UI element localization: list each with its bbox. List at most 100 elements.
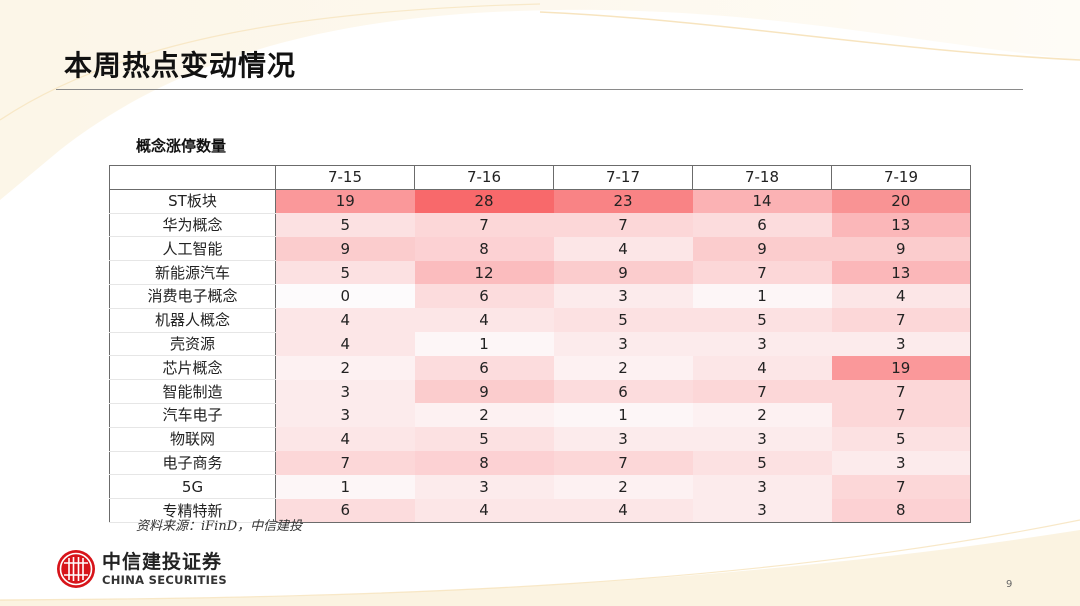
heat-cell: 7 bbox=[831, 379, 971, 404]
heat-cell: 9 bbox=[692, 236, 832, 261]
heat-cell: 7 bbox=[553, 451, 693, 475]
heat-cell: 3 bbox=[275, 403, 415, 428]
heat-cell: 1 bbox=[275, 474, 415, 499]
column-header: 7-16 bbox=[414, 165, 554, 190]
china-securities-logo-icon bbox=[57, 550, 95, 588]
heat-cell: 3 bbox=[692, 498, 832, 523]
heat-cell: 3 bbox=[414, 474, 554, 499]
heat-cell: 28 bbox=[414, 189, 554, 214]
heat-cell: 12 bbox=[414, 260, 554, 285]
title-divider bbox=[56, 89, 1023, 90]
heat-cell: 4 bbox=[692, 355, 832, 380]
heat-cell: 3 bbox=[692, 427, 832, 452]
brand-name-en: CHINA SECURITIES bbox=[102, 572, 227, 587]
heat-cell: 4 bbox=[275, 308, 415, 333]
heat-cell: 19 bbox=[275, 189, 415, 214]
table-row: 华为概念 5 7 7 6 13 bbox=[109, 213, 971, 238]
heat-cell: 2 bbox=[275, 355, 415, 380]
table-row: 人工智能 9 8 4 9 9 bbox=[109, 236, 971, 262]
heat-cell: 6 bbox=[275, 498, 415, 523]
row-label: ST板块 bbox=[109, 189, 276, 214]
table-row: 汽车电子 3 2 1 2 7 bbox=[109, 403, 971, 428]
row-label: 物联网 bbox=[109, 427, 276, 452]
heat-cell: 7 bbox=[831, 308, 971, 333]
heat-cell: 8 bbox=[414, 236, 554, 261]
heat-cell: 7 bbox=[692, 379, 832, 404]
heat-cell: 2 bbox=[553, 474, 693, 499]
row-label: 汽车电子 bbox=[109, 403, 276, 428]
heat-cell: 4 bbox=[831, 284, 971, 309]
row-label: 华为概念 bbox=[109, 213, 276, 238]
table-row: 智能制造 3 9 6 7 7 bbox=[109, 379, 971, 404]
heat-cell: 5 bbox=[692, 308, 832, 333]
table-row: 壳资源 4 1 3 3 3 bbox=[109, 332, 971, 357]
heat-cell: 4 bbox=[414, 498, 554, 523]
row-label: 新能源汽车 bbox=[109, 260, 276, 285]
heat-cell: 3 bbox=[553, 284, 693, 309]
heat-cell: 20 bbox=[831, 189, 971, 214]
heat-cell: 2 bbox=[692, 403, 832, 428]
heat-cell: 7 bbox=[414, 213, 554, 237]
heat-cell: 7 bbox=[275, 451, 415, 475]
heat-cell: 4 bbox=[553, 498, 693, 523]
row-label: 消费电子概念 bbox=[109, 284, 276, 309]
heat-cell: 3 bbox=[831, 451, 971, 475]
concept-limit-up-heatmap-table: 7-15 7-16 7-17 7-18 7-19 ST板块 19 28 23 14 20 华… bbox=[109, 165, 971, 523]
heat-cell: 1 bbox=[553, 403, 693, 428]
brand-logo: 中信建投证券 CHINA SECURITIES bbox=[56, 549, 227, 589]
heat-cell: 3 bbox=[831, 332, 971, 356]
heat-cell: 5 bbox=[553, 308, 693, 333]
heat-cell: 7 bbox=[692, 260, 832, 285]
row-label: 智能制造 bbox=[109, 379, 276, 404]
page-title: 本周热点变动情况 bbox=[64, 49, 297, 82]
table-row: 新能源汽车 5 12 9 7 13 bbox=[109, 260, 971, 285]
column-header: 7-15 bbox=[275, 165, 415, 190]
heat-cell: 4 bbox=[553, 236, 693, 261]
table-row: 电子商务 7 8 7 5 3 bbox=[109, 451, 971, 476]
page-number: 9 bbox=[1006, 579, 1013, 590]
row-label: 人工智能 bbox=[109, 236, 276, 262]
header-corner bbox=[109, 165, 276, 190]
row-label: 机器人概念 bbox=[109, 308, 276, 333]
heat-cell: 8 bbox=[831, 498, 971, 523]
row-label: 电子商务 bbox=[109, 451, 276, 476]
heat-cell: 4 bbox=[275, 332, 415, 356]
table-row: 芯片概念 2 6 2 4 19 bbox=[109, 355, 971, 381]
heat-cell: 0 bbox=[275, 284, 415, 309]
heat-cell: 8 bbox=[414, 451, 554, 475]
heat-cell: 3 bbox=[553, 427, 693, 452]
table-row: 专精特新 6 4 4 3 8 bbox=[109, 498, 971, 523]
brand-name-cn: 中信建投证券 bbox=[102, 550, 223, 573]
heat-cell: 5 bbox=[692, 451, 832, 475]
heat-cell: 6 bbox=[414, 284, 554, 309]
heat-cell: 4 bbox=[275, 427, 415, 452]
heat-cell: 2 bbox=[414, 403, 554, 428]
heat-cell: 7 bbox=[831, 474, 971, 499]
heat-cell: 5 bbox=[414, 427, 554, 452]
table-row: 5G 1 3 2 3 7 bbox=[109, 474, 971, 500]
heat-cell: 2 bbox=[553, 355, 693, 380]
row-label: 壳资源 bbox=[109, 332, 276, 357]
heat-cell: 3 bbox=[692, 332, 832, 356]
source-note: 资料来源：iFinD，中信建投 bbox=[136, 519, 303, 534]
table-row: 物联网 4 5 3 3 5 bbox=[109, 427, 971, 452]
column-header: 7-17 bbox=[553, 165, 693, 190]
table-row: 机器人概念 4 4 5 5 7 bbox=[109, 308, 971, 333]
row-label: 专精特新 bbox=[109, 498, 276, 523]
heat-cell: 3 bbox=[692, 474, 832, 499]
heat-cell: 1 bbox=[414, 332, 554, 356]
heat-cell: 7 bbox=[553, 213, 693, 237]
heat-cell: 9 bbox=[553, 260, 693, 285]
heat-cell: 19 bbox=[831, 355, 971, 380]
heat-cell: 23 bbox=[553, 189, 693, 214]
heat-cell: 9 bbox=[414, 379, 554, 404]
heat-cell: 9 bbox=[275, 236, 415, 261]
heat-cell: 3 bbox=[275, 379, 415, 404]
heat-cell: 9 bbox=[831, 236, 971, 261]
heat-cell: 6 bbox=[553, 379, 693, 404]
column-header: 7-19 bbox=[831, 165, 971, 190]
heat-cell: 13 bbox=[831, 213, 971, 237]
heat-cell: 5 bbox=[275, 260, 415, 285]
heat-cell: 13 bbox=[831, 260, 971, 285]
column-header: 7-18 bbox=[692, 165, 832, 190]
